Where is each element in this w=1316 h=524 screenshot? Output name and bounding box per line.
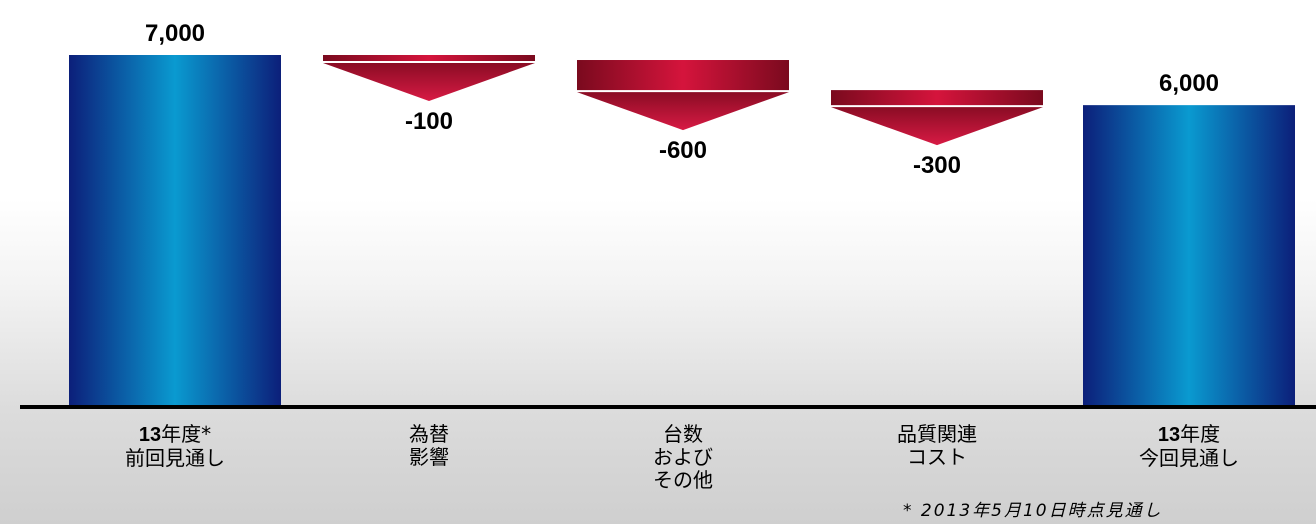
bar-delta (577, 60, 789, 91)
bar-total (69, 55, 281, 406)
bar-delta (323, 55, 535, 61)
category-label: 品質関連 コスト (897, 422, 977, 469)
category-label: 13年度 今回見通し (1139, 422, 1239, 470)
bar-group: 7,000 (69, 20, 281, 406)
bar-total (1083, 105, 1295, 407)
value-label: -600 (659, 137, 707, 164)
footnote: * 2013年5月10日時点見通し (903, 501, 1163, 521)
value-label: -100 (405, 108, 453, 135)
bar-group: -600 (577, 60, 789, 164)
bar-group: 6,000 (1083, 70, 1295, 407)
bar-group: -100 (323, 55, 535, 135)
category-label: 為替 影響 (409, 422, 449, 469)
bar-group: -300 (831, 90, 1043, 179)
delta-arrow (577, 92, 789, 131)
value-label: -300 (913, 152, 961, 179)
value-label: 6,000 (1159, 70, 1219, 97)
category-label: 13年度* 前回見通し (125, 422, 225, 470)
value-label: 7,000 (145, 20, 205, 47)
bar-delta (831, 90, 1043, 106)
delta-arrow (323, 63, 535, 101)
delta-arrow (831, 107, 1043, 146)
category-label: 台数 および その他 (653, 422, 713, 492)
